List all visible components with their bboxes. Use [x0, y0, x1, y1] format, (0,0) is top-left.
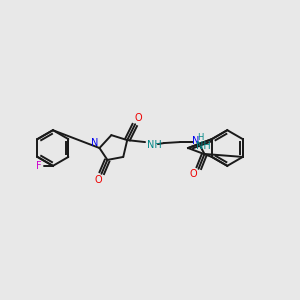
Text: N: N [91, 138, 98, 148]
Text: F: F [36, 161, 42, 171]
Text: O: O [190, 169, 197, 179]
Text: NH: NH [196, 141, 211, 151]
Text: O: O [95, 175, 102, 185]
Text: H: H [197, 133, 204, 142]
Text: NH: NH [147, 140, 161, 150]
Text: N: N [192, 136, 199, 146]
Text: O: O [134, 113, 142, 123]
